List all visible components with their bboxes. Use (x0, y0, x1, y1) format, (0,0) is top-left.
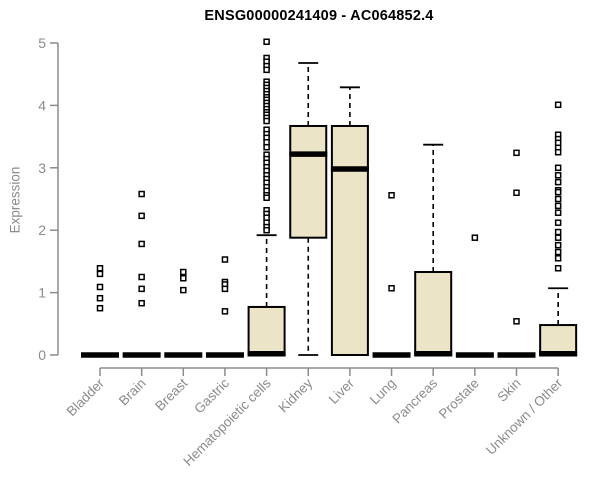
x-axis-category-label: Kidney (276, 375, 316, 415)
x-axis-category-label: Skin (494, 376, 523, 405)
x-axis-category-label: Gastric (191, 375, 232, 416)
outlier-point (96, 283, 104, 291)
outlier-point (513, 189, 520, 197)
x-axis-category-label: Unknown / Other (483, 375, 566, 458)
outlier-point (554, 188, 562, 196)
y-axis-tick-label: 5 (38, 35, 46, 51)
outlier-point (138, 190, 145, 198)
box (539, 324, 578, 357)
outlier-point (513, 149, 520, 157)
box (289, 124, 328, 239)
outlier-point (263, 194, 270, 202)
outlier-point (138, 240, 145, 248)
outlier-point (263, 143, 270, 151)
outlier-point (180, 268, 187, 276)
outlier-point (263, 117, 270, 125)
outlier-point (263, 226, 270, 234)
x-axis-category-label: Pancreas (389, 375, 440, 426)
y-axis-tick-label: 1 (38, 285, 46, 301)
outlier-point (554, 178, 562, 186)
y-axis-tick-label: 4 (38, 97, 46, 113)
outlier-point (554, 265, 562, 272)
outlier-point (554, 195, 562, 203)
outlier-point (221, 285, 229, 293)
outlier-point (554, 248, 562, 256)
outlier-point (554, 241, 562, 249)
box (414, 271, 453, 356)
outlier-point (554, 255, 562, 262)
y-axis-tick-label: 3 (38, 160, 46, 176)
chart-title: ENSG00000241409 - AC064852.4 (204, 8, 434, 24)
outlier-point (554, 164, 562, 172)
x-axis-category-label: Brain (116, 376, 149, 409)
box (330, 124, 369, 356)
outlier-point (554, 101, 562, 109)
outlier-point (554, 202, 562, 210)
outlier-point (554, 148, 562, 156)
y-axis-tick-label: 0 (38, 347, 46, 363)
outlier-point (263, 38, 270, 46)
outlier-point (263, 66, 270, 74)
outlier-point (554, 234, 562, 241)
x-axis-category-label: Breast (152, 375, 190, 413)
outlier-point (471, 234, 479, 241)
y-axis-tick-label: 2 (38, 222, 46, 238)
outlier-point (554, 219, 562, 226)
outlier-point (388, 284, 395, 292)
outlier-point (554, 209, 562, 216)
outlier-point (138, 285, 145, 293)
x-axis-category-label: Bladder (64, 375, 108, 419)
outlier-point (180, 274, 187, 282)
outlier-point (221, 308, 229, 315)
x-axis-category-label: Liver (326, 375, 358, 407)
outlier-point (180, 286, 187, 294)
outlier-point (138, 273, 145, 281)
outlier-point (96, 265, 104, 272)
outlier-point (96, 270, 104, 278)
outlier-point (388, 192, 395, 199)
outlier-point (554, 228, 562, 236)
box (247, 305, 286, 356)
outlier-point (138, 299, 145, 307)
x-axis-category-label: Prostate (436, 376, 482, 422)
outlier-point (96, 304, 104, 312)
outlier-point (96, 294, 104, 302)
outlier-point (513, 318, 520, 325)
outlier-point (138, 212, 145, 220)
x-axis-category-label: Lung (367, 376, 399, 408)
outlier-point (221, 256, 229, 263)
outlier-point (554, 172, 562, 179)
